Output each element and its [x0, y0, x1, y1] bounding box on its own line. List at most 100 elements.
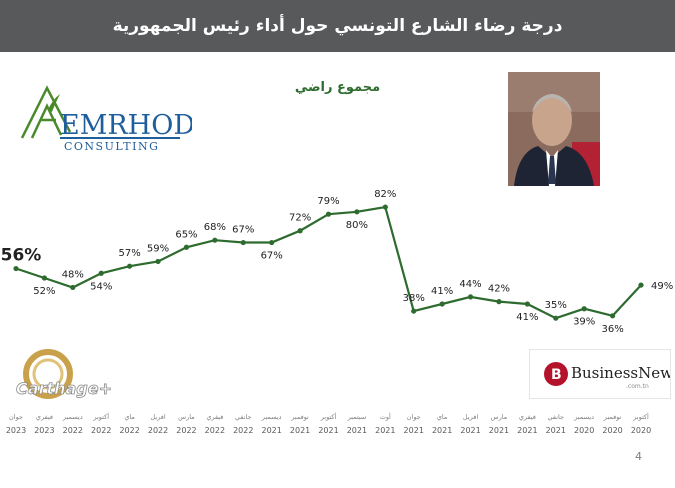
data-label: 59% — [147, 243, 169, 254]
x-tick-year: 2021 — [318, 426, 338, 435]
data-label: 68% — [204, 222, 226, 233]
data-point — [297, 228, 303, 234]
x-tick-year: 2021 — [375, 426, 395, 435]
x-tick-month: جوان — [407, 413, 421, 421]
data-label: 54% — [90, 281, 112, 292]
x-tick-month: مارس — [491, 413, 508, 421]
x-tick-month: نوفمبر — [290, 413, 309, 421]
x-tick-year: 2021 — [404, 426, 424, 435]
x-tick-year: 2020 — [574, 426, 594, 435]
data-label: 41% — [516, 312, 538, 323]
data-label: 80% — [346, 220, 368, 231]
emrhod-name: EMRHOD — [60, 110, 192, 141]
data-point — [553, 315, 559, 321]
data-point — [155, 258, 161, 265]
data-label: 39% — [573, 317, 595, 328]
page-title: درجة رضاء الشارع التونسي حول أداء رئيس ا… — [112, 16, 563, 36]
data-point — [467, 294, 474, 300]
x-tick-month: أكتوبر — [92, 412, 109, 421]
data-point — [98, 270, 104, 276]
businessnews-logo: B BusinessNews .com.tn — [529, 349, 675, 399]
data-point — [609, 313, 616, 319]
data-label: 44% — [459, 279, 481, 290]
data-label: 67% — [232, 225, 254, 236]
x-tick-month: فيفري — [206, 413, 223, 421]
x-tick-year: 2022 — [148, 426, 168, 435]
x-tick-month: ديسمبر — [261, 413, 282, 421]
data-label: 48% — [62, 269, 84, 280]
x-tick-month: ديسمبر — [573, 413, 594, 421]
data-label: 38% — [403, 293, 425, 304]
data-point — [382, 204, 388, 210]
x-tick-year: 2022 — [205, 426, 225, 435]
svg-text:B: B — [551, 367, 562, 383]
x-tick-month: سبتمبر — [347, 413, 367, 421]
x-tick-month: افريل — [150, 413, 165, 421]
data-point — [411, 308, 417, 314]
x-tick-year: 2021 — [460, 426, 480, 435]
data-point — [240, 239, 246, 246]
x-tick-year: 2023 — [34, 426, 54, 435]
x-tick-month: ماي — [437, 413, 448, 421]
data-label: 67% — [261, 251, 283, 262]
carthage-name: Carthage+ — [16, 379, 112, 398]
emrhod-mark-icon — [20, 85, 72, 139]
x-tick-month: فيفري — [519, 413, 536, 421]
data-label: 42% — [488, 284, 510, 295]
x-tick-month: أكتوبر — [320, 412, 337, 421]
data-label: 41% — [431, 286, 453, 297]
data-point — [183, 244, 190, 250]
x-tick-year: 2021 — [546, 426, 566, 435]
businessnews-name: BusinessNews — [571, 364, 670, 382]
x-tick-month: أوت — [380, 412, 391, 421]
x-tick-year: 2022 — [119, 426, 139, 435]
x-tick-month: مارس — [178, 413, 195, 421]
data-label: 65% — [175, 229, 197, 240]
x-tick-year: 2021 — [262, 426, 282, 435]
title-bar: درجة رضاء الشارع التونسي حول أداء رئيس ا… — [0, 0, 675, 52]
x-tick-year: 2022 — [176, 426, 196, 435]
x-tick-month: جوان — [9, 413, 23, 421]
data-point — [496, 299, 502, 305]
data-point — [212, 237, 218, 243]
x-tick-year: 2021 — [347, 426, 367, 435]
data-label: 35% — [545, 300, 567, 311]
data-label: 79% — [317, 196, 339, 207]
data-label: 52% — [33, 286, 55, 297]
x-tick-month: ديسمبر — [62, 413, 83, 421]
data-point — [41, 275, 48, 281]
x-tick-year: 2023 — [6, 426, 26, 435]
data-point — [638, 282, 644, 288]
x-tick-year: 2020 — [631, 426, 651, 435]
x-tick-month: ماي — [124, 413, 135, 421]
portrait-photo — [508, 72, 600, 186]
x-tick-year: 2021 — [517, 426, 537, 435]
x-tick-month: فيفري — [36, 413, 53, 421]
data-point — [524, 301, 530, 307]
emrhod-logo: EMRHOD CONSULTING — [12, 80, 195, 155]
x-tick-year: 2022 — [233, 426, 253, 435]
x-tick-month: نوفمبر — [603, 413, 622, 421]
data-label: 57% — [119, 248, 141, 259]
data-point — [581, 306, 587, 312]
data-label: 56% — [1, 246, 42, 266]
data-point — [13, 265, 19, 272]
x-tick-month: جانفي — [235, 413, 252, 421]
data-label: 72% — [289, 213, 311, 224]
carthage-logo: Carthage+ — [12, 348, 122, 406]
data-point — [70, 284, 76, 291]
data-point — [354, 209, 360, 215]
data-point — [439, 301, 445, 307]
x-tick-year: 2021 — [489, 426, 509, 435]
data-label: 49% — [651, 281, 673, 292]
data-point — [127, 263, 133, 269]
x-tick-year: 2020 — [602, 426, 622, 435]
emrhod-tagline: CONSULTING — [64, 140, 159, 153]
x-tick-year: 2022 — [63, 426, 83, 435]
data-point — [269, 239, 275, 246]
data-label: 36% — [601, 324, 623, 335]
data-label: 82% — [374, 189, 396, 200]
x-tick-year: 2021 — [432, 426, 452, 435]
x-tick-year: 2022 — [91, 426, 111, 435]
